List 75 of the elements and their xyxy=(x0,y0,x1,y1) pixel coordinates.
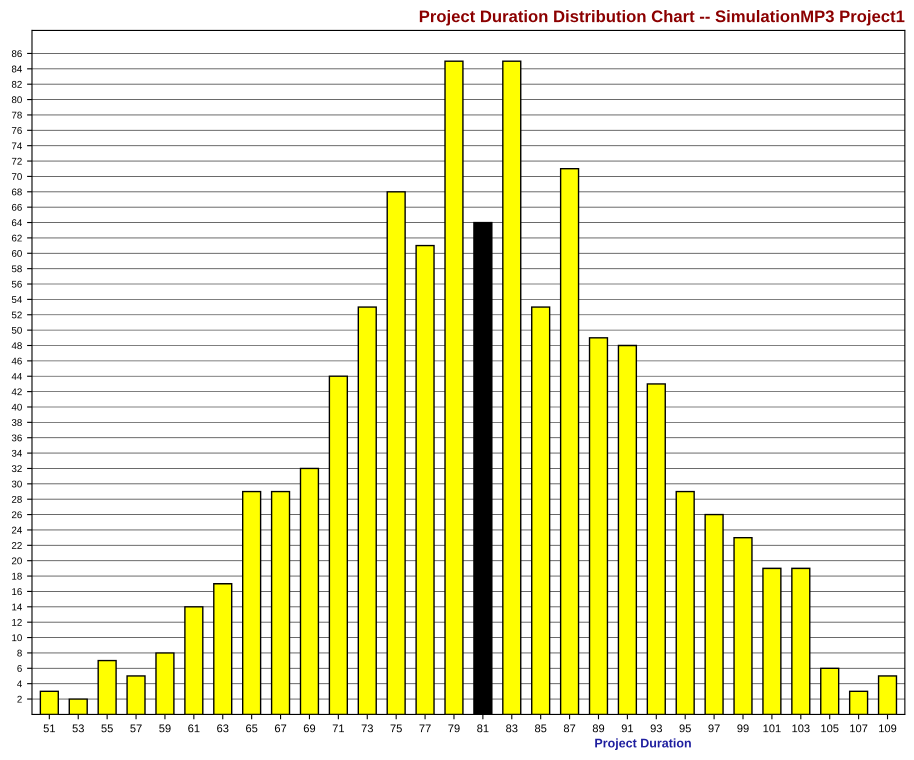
y-tick-label: 44 xyxy=(12,373,22,380)
y-tick-label: 76 xyxy=(12,127,22,134)
x-tick-label: 103 xyxy=(792,724,810,732)
x-tick-label: 93 xyxy=(650,724,662,732)
x-tick-label: 71 xyxy=(332,724,344,732)
x-tick-label: 85 xyxy=(534,724,546,732)
y-tick-label: 64 xyxy=(12,219,22,226)
y-tick-label: 66 xyxy=(12,204,22,211)
x-tick-label: 77 xyxy=(419,724,431,732)
y-tick-label: 20 xyxy=(12,557,22,564)
x-tick-label: 75 xyxy=(390,724,402,732)
y-tick-label: 26 xyxy=(12,511,22,518)
x-tick-label: 51 xyxy=(44,724,55,732)
y-tick-label: 50 xyxy=(12,326,22,334)
y-tick-label: 82 xyxy=(12,80,22,88)
y-tick-label: 30 xyxy=(12,480,22,488)
y-tick-label: 58 xyxy=(12,265,22,272)
y-tick-label: 62 xyxy=(12,234,22,242)
x-tick-label: 59 xyxy=(159,724,171,732)
x-tick-label: 63 xyxy=(217,724,228,732)
x-tick-label: 105 xyxy=(821,724,839,732)
x-tick-label: 83 xyxy=(506,724,518,732)
y-tick-label: 4 xyxy=(17,680,22,688)
y-tick-label: 18 xyxy=(12,572,22,580)
y-tick-label: 28 xyxy=(12,496,22,503)
y-tick-label: 8 xyxy=(17,650,22,657)
x-axis-title: Project Duration xyxy=(595,738,691,750)
y-tick-label: 38 xyxy=(12,419,22,426)
y-tick-label: 56 xyxy=(12,280,22,288)
x-tick-label: 109 xyxy=(879,724,896,732)
x-tick-label: 67 xyxy=(274,724,286,732)
y-tick-label: 84 xyxy=(12,66,22,72)
y-tick-label: 72 xyxy=(12,158,22,165)
x-tick-label: 95 xyxy=(680,724,691,732)
x-tick-label: 107 xyxy=(850,724,868,732)
y-tick-label: 22 xyxy=(12,542,22,549)
y-tick-label: 46 xyxy=(12,358,22,364)
x-tick-label: 99 xyxy=(737,724,749,732)
x-tick-label: 65 xyxy=(246,724,258,732)
y-tick-label: 6 xyxy=(17,665,22,672)
y-tick-label: 34 xyxy=(12,450,22,457)
chart-title: Project Duration Distribution Chart -- SimulationMP3 Project1 xyxy=(420,10,904,26)
y-tick-label: 2 xyxy=(17,696,22,703)
x-tick-label: 101 xyxy=(763,724,781,732)
x-tick-label: 73 xyxy=(362,724,373,732)
x-tick-label: 87 xyxy=(564,724,576,732)
x-tick-label: 53 xyxy=(72,724,84,732)
y-tick-label: 60 xyxy=(12,250,22,257)
y-tick-label: 48 xyxy=(12,342,22,350)
x-tick-label: 89 xyxy=(592,724,604,732)
y-tick-label: 70 xyxy=(12,173,22,180)
x-tick-label: 81 xyxy=(477,724,489,732)
x-tick-label: 69 xyxy=(304,724,316,732)
y-tick-label: 14 xyxy=(12,604,22,610)
x-tick-label: 61 xyxy=(188,724,200,732)
y-tick-label: 68 xyxy=(12,188,22,196)
y-tick-label: 32 xyxy=(12,465,22,472)
y-tick-label: 86 xyxy=(12,50,22,58)
y-tick-label: 36 xyxy=(12,434,22,442)
y-tick-label: 16 xyxy=(12,588,22,596)
y-tick-label: 10 xyxy=(12,634,22,642)
y-tick-label: 52 xyxy=(12,311,22,318)
x-tick-label: 91 xyxy=(622,724,634,732)
y-tick-label: 78 xyxy=(12,112,22,119)
y-tick-label: 40 xyxy=(12,404,22,411)
y-tick-label: 24 xyxy=(12,526,22,534)
y-tick-label: 42 xyxy=(12,388,22,396)
x-tick-label: 79 xyxy=(448,724,460,732)
y-tick-label: 12 xyxy=(12,618,22,626)
y-tick-label: 80 xyxy=(12,96,22,104)
x-tick-label: 57 xyxy=(130,724,142,732)
y-tick-label: 74 xyxy=(12,142,22,150)
x-tick-label: 55 xyxy=(101,724,113,732)
x-tick-label: 97 xyxy=(708,724,720,732)
y-tick-label: 54 xyxy=(12,296,22,304)
